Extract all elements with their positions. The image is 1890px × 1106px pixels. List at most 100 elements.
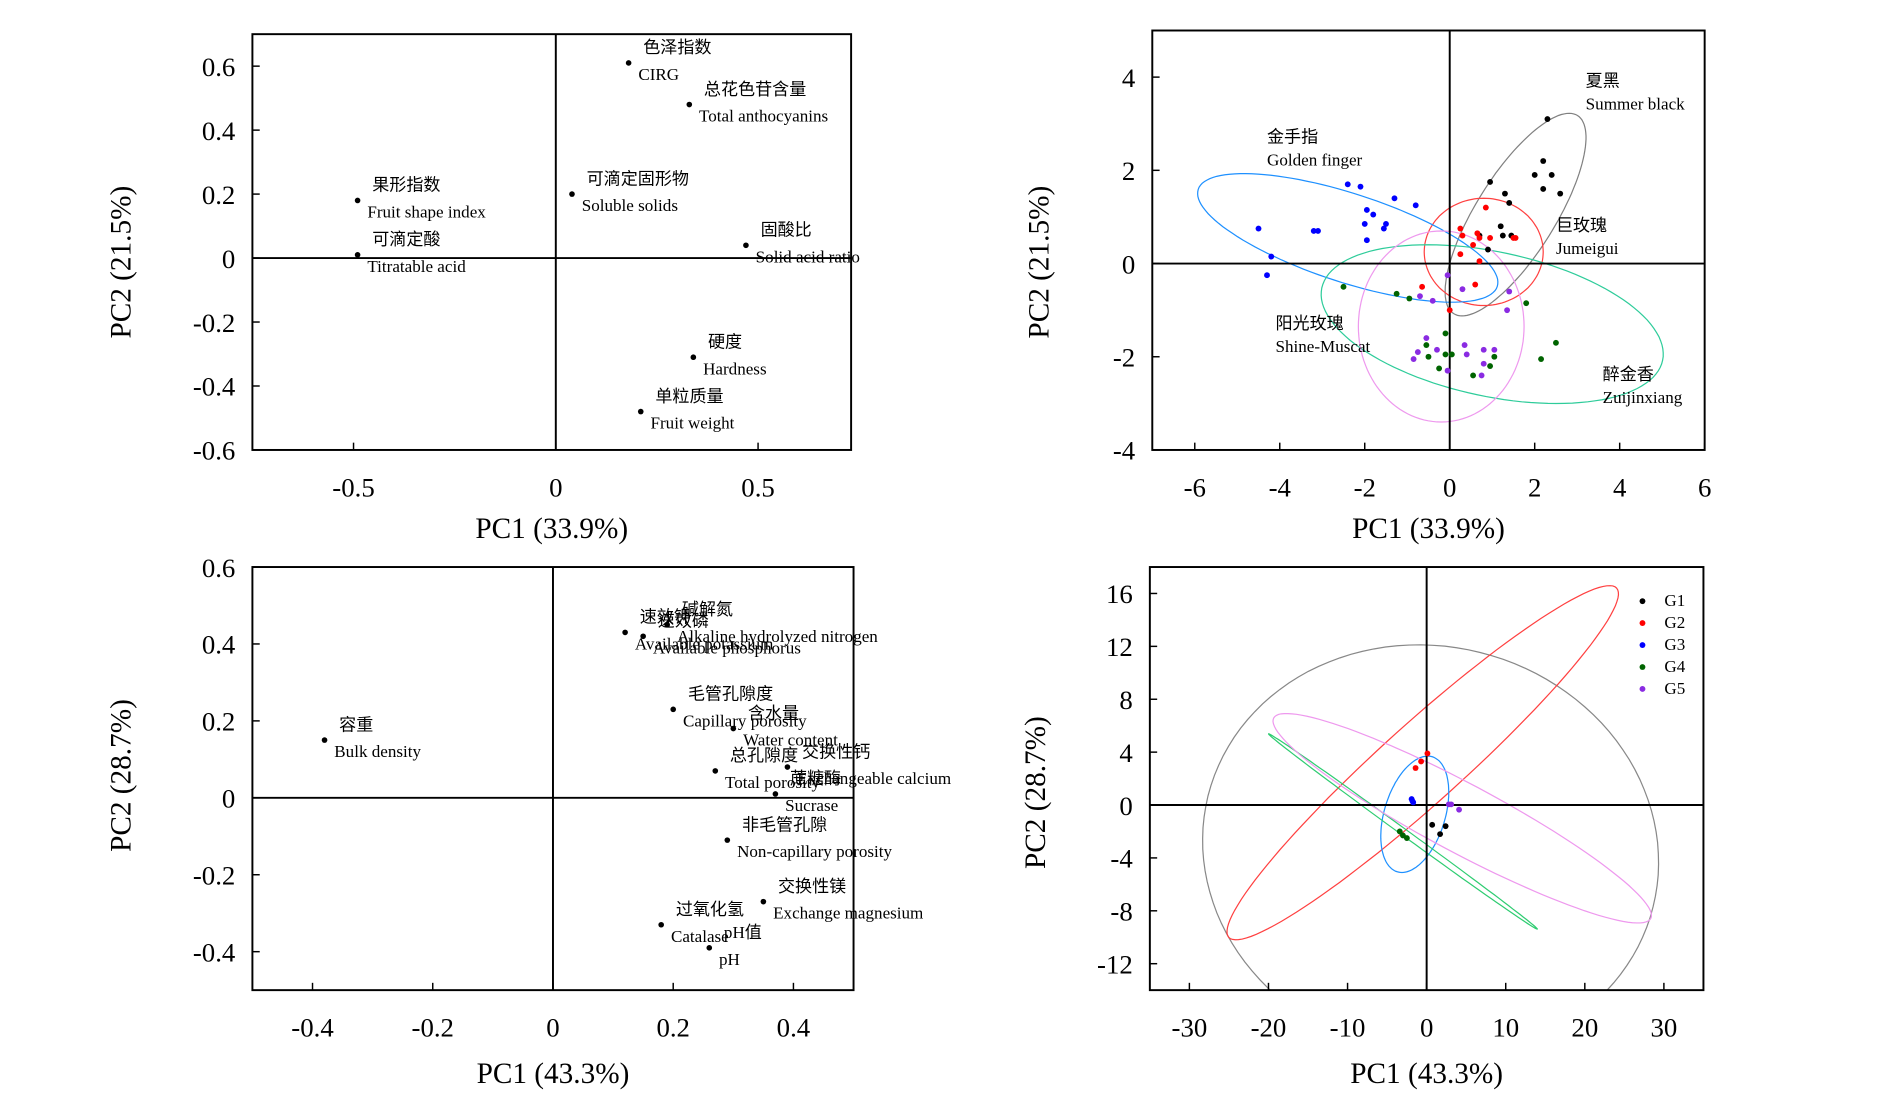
loading-label-cn: 硬度: [708, 332, 742, 351]
score-point: [1310, 227, 1317, 234]
score-point: [1538, 356, 1544, 363]
loading-label-en: Total anthocyanins: [699, 107, 828, 126]
score-point: [1361, 220, 1368, 227]
legend-label: G1: [1664, 591, 1685, 610]
ellipse-jumeigui: [1423, 197, 1544, 307]
loading-label-cn: pH值: [724, 923, 762, 942]
y-tick-label: 0.6: [202, 52, 236, 82]
x-tick-label: -6: [1184, 472, 1206, 502]
x-tick-label: 0: [1420, 1012, 1433, 1042]
score-point: [1434, 346, 1440, 353]
y-tick-label: -12: [1097, 949, 1133, 979]
group-label-cn: 金手指: [1267, 127, 1318, 146]
loading-label-cn: 可滴定酸: [372, 230, 440, 249]
score-point: [1470, 372, 1477, 379]
x-tick-label: 2: [1528, 472, 1541, 502]
score-point: [1544, 116, 1551, 122]
x-tick-label: 30: [1650, 1012, 1677, 1042]
y-tick-label: -0.4: [193, 937, 235, 967]
y-tick-label: -4: [1113, 436, 1135, 466]
score-point: [1459, 286, 1466, 293]
legend-label: G4: [1664, 657, 1685, 676]
score-point: [1442, 351, 1449, 358]
legend-label: G2: [1664, 613, 1685, 632]
loading-label-en: Soluble solids: [582, 196, 679, 215]
group-label-cn: 阳光玫瑰: [1276, 314, 1344, 333]
legend: G1 G2 G3 G4 G5: [1639, 591, 1686, 698]
loading-point: [760, 898, 767, 905]
loading-point: [658, 921, 664, 928]
loading-label-cn: 色泽指数: [643, 38, 711, 57]
loading-label-en: Available phosphorus: [653, 638, 801, 657]
loading-label-en: Exchange magnesium: [773, 904, 923, 923]
legend-marker: [1639, 664, 1646, 670]
x-tick-label: -0.5: [332, 472, 374, 502]
score-point: [1512, 234, 1519, 241]
series-g4: [1396, 828, 1410, 842]
y-tick-label: -4: [1110, 844, 1132, 874]
x-axis-label: PC1 (43.3%): [1350, 1058, 1503, 1090]
x-tick-label: 6: [1698, 472, 1711, 502]
plot-frame: [1151, 29, 1706, 451]
score-point: [1412, 765, 1419, 771]
panel-fruit-scores: -6 -4 -2 0 2 4 6 -4 -2 0 2 4 PC1 (33.9%) PC2 (21.5%) 夏…: [1024, 29, 1711, 545]
score-point: [1315, 227, 1321, 234]
score-point: [1425, 353, 1432, 360]
group-label-en: Golden finger: [1267, 151, 1363, 170]
y-tick-label: 12: [1106, 632, 1133, 662]
y-tick-label: 16: [1106, 579, 1133, 609]
x-tick-label: 0.2: [656, 1012, 690, 1042]
panel-soil-scores: -30 -20 -10 0 10 20 30 -12 -8 -4 0 4 8 12 16 PC1 (43.3%…: [1020, 566, 1705, 1090]
loading-label-cn: 总花色苷含量: [704, 80, 806, 99]
loading-label-cn: 过氧化氢: [676, 900, 744, 919]
loading-label-cn: 速效钾: [640, 608, 691, 627]
x-tick-label: 20: [1571, 1012, 1598, 1042]
score-point: [1363, 207, 1370, 213]
score-point: [1476, 234, 1483, 241]
legend-label: G5: [1664, 679, 1685, 698]
x-tick-label: 0.5: [741, 472, 775, 502]
loading-label-en: Water content: [743, 731, 838, 750]
score-point: [1429, 297, 1436, 304]
y-tick-label: 4: [1119, 738, 1132, 768]
loading-label-cn: 速效磷: [658, 612, 709, 631]
score-point: [1476, 258, 1483, 265]
y-tick-label: -8: [1110, 897, 1132, 927]
score-point: [1442, 823, 1449, 830]
score-point: [1437, 831, 1444, 838]
loading-point: [706, 945, 713, 951]
series-shine-muscat: [1410, 272, 1513, 379]
loading-label-cn: 含水量: [748, 704, 799, 723]
loading-point: [724, 837, 731, 843]
x-axis-label: PC1 (33.9%): [475, 513, 628, 545]
score-point: [1423, 342, 1430, 349]
score-point: [1487, 234, 1494, 241]
loading-point: [354, 252, 361, 258]
score-point: [1412, 202, 1419, 209]
score-point: [1406, 295, 1413, 302]
y-tick-label: 0: [222, 784, 235, 814]
panel-soil-loadings: -0.4 -0.2 0 0.2 0.4 -0.4 -0.2 0 0.2 0.4 0.6 PC1 (43…: [105, 553, 951, 1090]
loading-label-en: Solid acid ratio: [756, 247, 860, 266]
x-tick-label: 0: [1443, 472, 1456, 502]
y-tick-label: -0.6: [193, 436, 235, 466]
loading-label-cn: 可滴定固形物: [587, 169, 689, 188]
legend-marker: [1639, 598, 1646, 605]
y-tick-label: 0: [222, 244, 235, 274]
x-tick-label: -2: [1354, 472, 1376, 502]
score-point: [1410, 356, 1417, 363]
score-point: [1393, 290, 1400, 297]
x-tick-label: 10: [1492, 1012, 1519, 1042]
series-g2: [1412, 750, 1431, 771]
loading-point: [664, 621, 670, 628]
score-point: [1548, 172, 1555, 178]
score-point: [1461, 342, 1468, 349]
score-point: [1499, 232, 1506, 239]
loading-point: [712, 768, 719, 774]
score-point: [1497, 223, 1504, 230]
x-tick-label: 0.4: [777, 1012, 811, 1042]
x-tick-label: -20: [1251, 1012, 1287, 1042]
series-zuijinxiang: [1340, 283, 1559, 379]
y-tick-label: -2: [1113, 343, 1135, 373]
